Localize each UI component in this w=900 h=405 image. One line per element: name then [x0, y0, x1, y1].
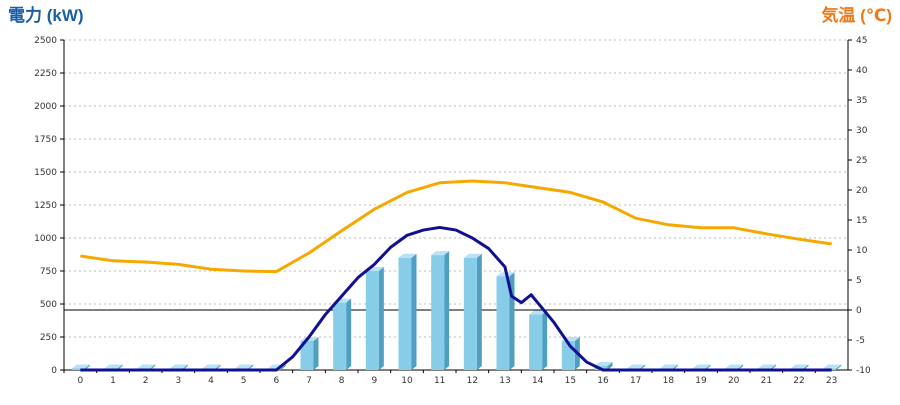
right-tick-label: -10 [856, 366, 871, 376]
power-line [80, 225, 832, 372]
x-tick-label: 20 [728, 376, 740, 386]
left-tick-label: 500 [40, 300, 57, 310]
left-tick-label: 2500 [34, 36, 57, 46]
left-tick-label: 1000 [34, 234, 57, 244]
bar [365, 267, 384, 370]
x-tick-label: 7 [306, 376, 312, 386]
x-tick-label: 5 [241, 376, 247, 386]
right-tick-label: 10 [856, 246, 868, 256]
x-tick-label: 4 [208, 376, 214, 386]
x-tick-label: 17 [630, 376, 641, 386]
x-tick-label: 9 [371, 376, 377, 386]
right-tick-label: 35 [856, 96, 867, 106]
x-tick-label: 10 [401, 376, 413, 386]
x-tick-label: 15 [565, 376, 576, 386]
x-tick-label: 1 [110, 376, 116, 386]
left-axis-title: 電力 (kW) [8, 6, 84, 25]
right-tick-label: 20 [856, 186, 868, 196]
bar [431, 251, 450, 370]
right-tick-label: 30 [856, 126, 868, 136]
x-tick-label: 8 [339, 376, 345, 386]
left-tick-label: 1250 [34, 201, 57, 211]
left-tick-label: 1750 [34, 135, 57, 145]
x-tick-label: 3 [175, 376, 181, 386]
right-tick-label: 5 [856, 276, 862, 286]
right-tick-label: 15 [856, 216, 867, 226]
x-tick-label: 16 [597, 376, 609, 386]
right-tick-label: 45 [856, 36, 867, 46]
bar [529, 310, 548, 370]
right-axis-title: 気温 (℃) [821, 6, 892, 25]
bar [398, 253, 417, 370]
right-tick-label: 40 [856, 66, 868, 76]
x-tick-label: 23 [826, 376, 837, 386]
left-tick-label: 250 [40, 333, 57, 343]
bar [300, 336, 319, 370]
bar [463, 253, 482, 370]
right-tick-label: -5 [856, 336, 865, 346]
x-tick-label: 19 [695, 376, 707, 386]
x-tick-label: 11 [434, 376, 445, 386]
x-tick-label: 0 [77, 376, 83, 386]
x-tick-label: 18 [663, 376, 675, 386]
left-tick-label: 2250 [34, 69, 57, 79]
left-tick-label: 2000 [34, 102, 57, 112]
left-tick-label: 0 [51, 366, 57, 376]
x-tick-label: 22 [793, 376, 804, 386]
x-tick-label: 13 [499, 376, 510, 386]
left-tick-label: 1500 [34, 168, 57, 178]
left-tick-label: 750 [40, 267, 57, 277]
x-tick-label: 14 [532, 376, 544, 386]
right-tick-label: 25 [856, 156, 867, 166]
bar [333, 298, 352, 370]
x-tick-label: 21 [761, 376, 772, 386]
x-tick-label: 12 [467, 376, 478, 386]
x-tick-label: 6 [273, 376, 279, 386]
bar [496, 272, 515, 370]
temperature-line [80, 179, 832, 274]
x-tick-label: 2 [143, 376, 149, 386]
right-tick-label: 0 [856, 306, 862, 316]
